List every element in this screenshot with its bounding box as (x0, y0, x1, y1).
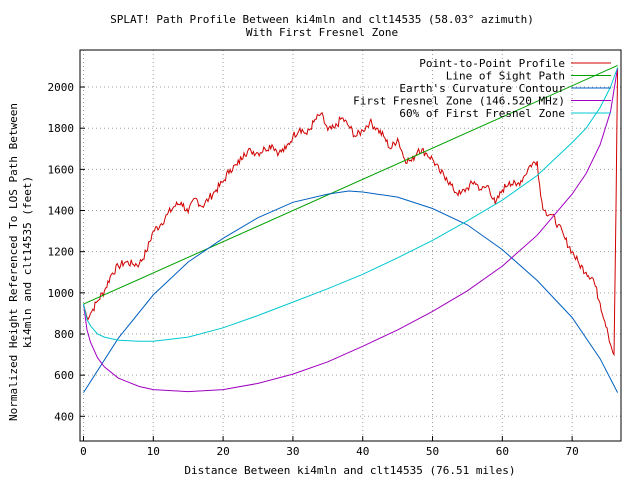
y-tick-label: 1800 (48, 122, 75, 135)
legend-label-2: Earth's Curvature Contour (399, 82, 565, 95)
y-tick-label: 1600 (48, 163, 75, 176)
chart-title: SPLAT! Path Profile Between ki4mln and c… (110, 13, 534, 26)
series-line-2 (83, 190, 619, 393)
series-line-3 (83, 67, 619, 393)
y-axis-label-line2: ki4mln and clt14535 (feet) (21, 176, 34, 348)
series-line-1 (83, 64, 618, 305)
y-axis-label-line1: Normalized Height Referenced To LOS Path… (7, 103, 20, 421)
y-tick-label: 800 (54, 328, 74, 341)
x-tick-label: 20 (216, 445, 229, 458)
plot-frame (79, 49, 622, 442)
legend-label-3: First Fresnel Zone (146.520 MHz) (353, 95, 565, 108)
x-tick-label: 30 (286, 445, 299, 458)
legend-label-4: 60% of First Fresnel Zone (399, 107, 565, 120)
legend-label-1: Line of Sight Path (446, 70, 565, 83)
x-tick-label: 0 (80, 445, 87, 458)
x-tick-label: 40 (356, 445, 369, 458)
legend-label-0: Point-to-Point Profile (419, 57, 565, 70)
chart-subtitle: With First Fresnel Zone (246, 26, 398, 39)
y-tick-label: 2000 (48, 81, 75, 94)
x-axis-label: Distance Between ki4mln and clt14535 (76… (184, 464, 515, 477)
series-group (83, 64, 619, 393)
y-tick-label: 600 (54, 369, 74, 382)
axes: 0 10 20 30 40 50 60 70 400 600 800 1000 1200 1400 1600… (48, 81, 579, 458)
y-tick-label: 1000 (48, 287, 75, 300)
y-tick-label: 1200 (48, 246, 75, 259)
y-tick-label: 1400 (48, 205, 75, 218)
series-line-0 (83, 67, 619, 357)
y-tick-label: 400 (54, 410, 74, 423)
x-tick-label: 10 (147, 445, 160, 458)
x-tick-label: 70 (566, 445, 579, 458)
x-tick-label: 60 (496, 445, 509, 458)
series-line-4 (83, 67, 619, 342)
x-tick-label: 50 (426, 445, 439, 458)
